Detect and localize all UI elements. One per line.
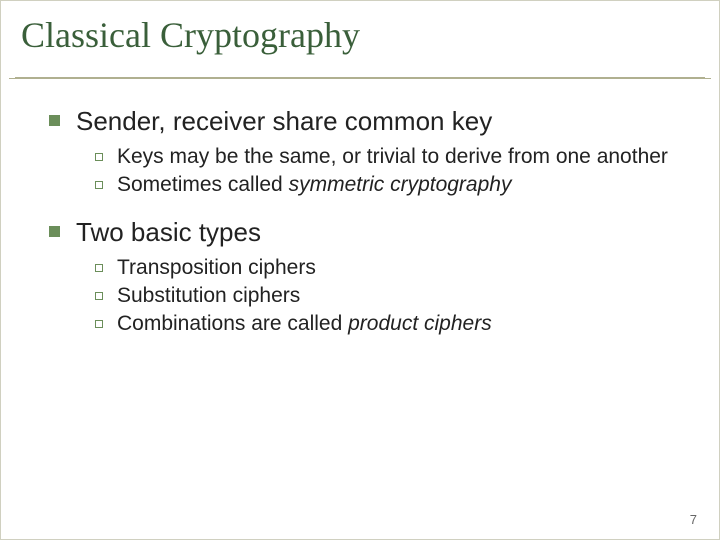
- bullet-text: Transposition ciphers: [117, 255, 316, 281]
- title-underline-inner: [15, 72, 705, 78]
- hollow-square-bullet-icon: [95, 181, 103, 189]
- bullet-text: Sender, receiver share common key: [76, 105, 492, 138]
- bullet-text: Combinations are called product ciphers: [117, 311, 492, 337]
- content-area: Sender, receiver share common key Keys m…: [1, 79, 719, 337]
- slide-title: Classical Cryptography: [21, 15, 699, 62]
- subbullet-group: Keys may be the same, or trivial to deri…: [49, 144, 679, 199]
- bullet-level2: Combinations are called product ciphers: [95, 311, 679, 337]
- page-number: 7: [690, 512, 697, 527]
- slide-frame: Classical Cryptography Sender, receiver …: [0, 0, 720, 540]
- bullet-level2: Substitution ciphers: [95, 283, 679, 309]
- bullet-text: Substitution ciphers: [117, 283, 300, 309]
- title-area: Classical Cryptography: [1, 1, 719, 68]
- hollow-square-bullet-icon: [95, 292, 103, 300]
- bullet-level1: Two basic types: [49, 216, 679, 249]
- bullet-level2: Keys may be the same, or trivial to deri…: [95, 144, 679, 170]
- text-run-italic: product ciphers: [348, 312, 492, 335]
- bullet-level2: Transposition ciphers: [95, 255, 679, 281]
- text-run: Sometimes called: [117, 173, 289, 196]
- bullet-text: Keys may be the same, or trivial to deri…: [117, 144, 668, 170]
- title-underline-outer: [9, 72, 711, 79]
- text-run: Combinations are called: [117, 312, 348, 335]
- square-bullet-icon: [49, 226, 60, 237]
- hollow-square-bullet-icon: [95, 320, 103, 328]
- square-bullet-icon: [49, 115, 60, 126]
- bullet-text: Two basic types: [76, 216, 261, 249]
- hollow-square-bullet-icon: [95, 264, 103, 272]
- hollow-square-bullet-icon: [95, 153, 103, 161]
- bullet-text: Sometimes called symmetric cryptography: [117, 172, 511, 198]
- bullet-level2: Sometimes called symmetric cryptography: [95, 172, 679, 198]
- subbullet-group: Transposition ciphers Substitution ciphe…: [49, 255, 679, 338]
- bullet-level1: Sender, receiver share common key: [49, 105, 679, 138]
- text-run-italic: symmetric cryptography: [289, 173, 512, 196]
